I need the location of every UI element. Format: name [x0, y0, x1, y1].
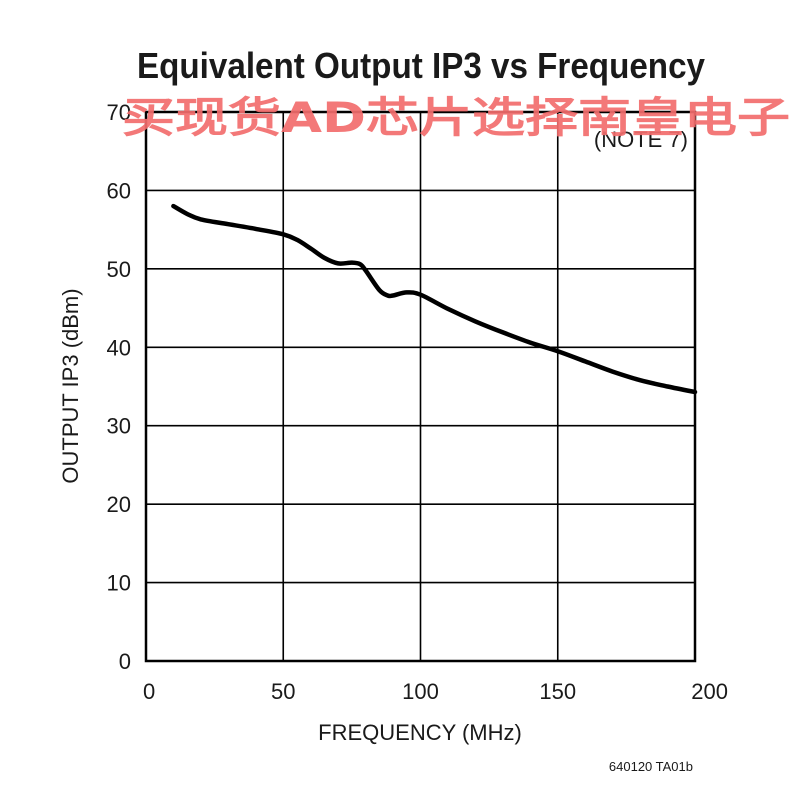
- x-tick-100: 100: [402, 679, 439, 704]
- y-tick-40: 40: [107, 335, 131, 360]
- watermark: 买现货AD芯片选择南皇电子: [122, 93, 790, 142]
- y-tick-50: 50: [107, 257, 131, 282]
- grid-layer: [146, 112, 695, 661]
- x-tick-50: 50: [271, 679, 295, 704]
- y-axis-label: OUTPUT IP3 (dBm): [58, 288, 83, 483]
- x-axis-label: FREQUENCY (MHz): [318, 720, 522, 745]
- chart-title: Equivalent Output IP3 vs Frequency: [137, 45, 705, 86]
- y-tick-10: 10: [107, 571, 131, 596]
- x-tick-200: 200: [691, 679, 728, 704]
- y-tick-20: 20: [107, 492, 131, 517]
- y-tick-0: 0: [119, 649, 131, 674]
- figure-code: 640120 TA01b: [609, 759, 693, 774]
- note-annotation: (NOTE 7): [594, 127, 688, 152]
- y-tick-30: 30: [107, 414, 131, 439]
- x-tick-0: 0: [143, 679, 155, 704]
- x-tick-150: 150: [539, 679, 576, 704]
- y-tick-70: 70: [107, 100, 131, 125]
- plot-frame: [144, 110, 697, 663]
- y-tick-60: 60: [107, 178, 131, 203]
- y-tick-labels: 0 10 20 30 40 50 60 70: [107, 100, 131, 674]
- x-tick-labels: 0 50 100 150 200: [143, 679, 728, 704]
- series-line: [171, 203, 698, 395]
